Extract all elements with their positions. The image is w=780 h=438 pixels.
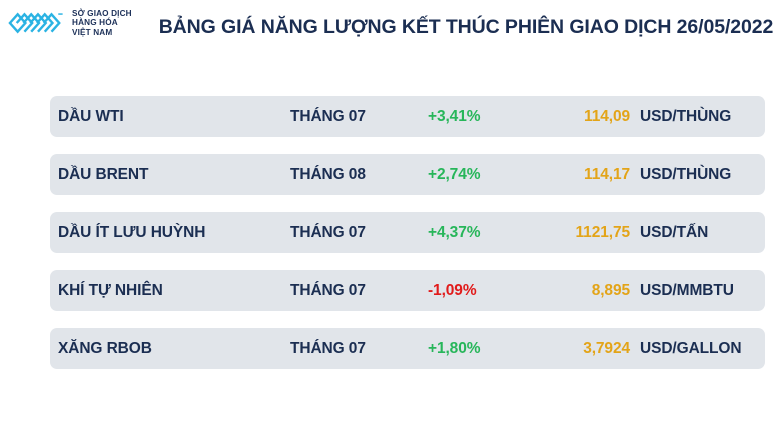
table-row: KHÍ TỰ NHIÊN THÁNG 07 -1,09% 8,895 USD/M… <box>50 270 765 311</box>
change-percent: +2,74% <box>428 165 481 183</box>
page-header: SỞ GIAO DỊCH HÀNG HÓA VIỆT NAM BẢNG GIÁ … <box>0 0 780 52</box>
change-percent: +3,41% <box>428 107 481 125</box>
brand-line-2: HÀNG HÓA <box>72 18 118 28</box>
price-value: 114,09 <box>584 107 630 125</box>
price-unit: USD/TẤN <box>640 223 709 241</box>
table-row: DẦU WTI THÁNG 07 +3,41% 114,09 USD/THÙNG <box>50 96 765 137</box>
table-row: DẦU ÍT LƯU HUỲNH THÁNG 07 +4,37% 1121,75… <box>50 212 765 253</box>
contract-month: THÁNG 08 <box>290 165 366 183</box>
change-percent: +1,80% <box>428 339 481 357</box>
price-unit: USD/MMBTU <box>640 281 734 299</box>
commodity-name: DẦU ÍT LƯU HUỲNH <box>58 223 206 241</box>
price-unit: USD/GALLON <box>640 339 742 357</box>
brand-line-1: SỞ GIAO DỊCH <box>72 8 132 18</box>
title-container: BẢNG GIÁ NĂNG LƯỢNG KẾT THÚC PHIÊN GIAO … <box>158 6 780 39</box>
change-percent: -1,09% <box>428 281 477 299</box>
brand-line-3: VIỆT NAM <box>72 27 113 37</box>
price-unit: USD/THÙNG <box>640 107 732 125</box>
change-percent: +4,37% <box>428 223 481 241</box>
commodity-name: DẦU WTI <box>58 107 124 125</box>
table-row: DẦU BRENT THÁNG 08 +2,74% 114,17 USD/THÙ… <box>50 154 765 195</box>
contract-month: THÁNG 07 <box>290 281 366 299</box>
table-row: XĂNG RBOB THÁNG 07 +1,80% 3,7924 USD/GAL… <box>50 328 765 369</box>
contract-month: THÁNG 07 <box>290 339 366 357</box>
price-value: 8,895 <box>591 281 630 299</box>
price-unit: USD/THÙNG <box>640 165 732 183</box>
price-table: DẦU WTI THÁNG 07 +3,41% 114,09 USD/THÙNG… <box>0 96 780 369</box>
price-value: 114,17 <box>584 165 630 183</box>
mxv-chevron-logo-icon <box>8 12 63 34</box>
contract-month: THÁNG 07 <box>290 107 366 125</box>
contract-month: THÁNG 07 <box>290 223 366 241</box>
commodity-name: DẦU BRENT <box>58 165 149 183</box>
price-value: 3,7924 <box>583 339 630 357</box>
page-title: BẢNG GIÁ NĂNG LƯỢNG KẾT THÚC PHIÊN GIAO … <box>158 16 774 38</box>
commodity-name: KHÍ TỰ NHIÊN <box>58 281 163 299</box>
brand-text: SỞ GIAO DỊCH HÀNG HÓA VIỆT NAM <box>72 9 132 38</box>
commodity-name: XĂNG RBOB <box>58 339 152 357</box>
price-value: 1121,75 <box>575 223 631 241</box>
brand-logo: SỞ GIAO DỊCH HÀNG HÓA VIỆT NAM <box>0 6 158 40</box>
